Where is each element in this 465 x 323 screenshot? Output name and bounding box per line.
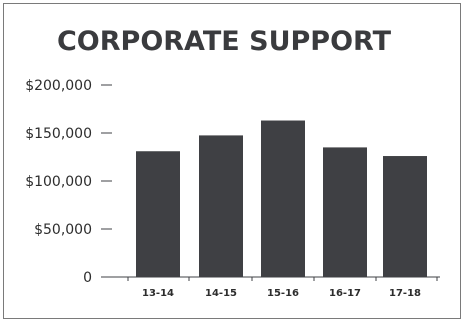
x-tick-label: 16-17 <box>329 288 361 299</box>
y-tick-label: $150,000 <box>25 126 92 142</box>
bar-14-15 <box>199 135 243 277</box>
bar-16-17 <box>323 147 367 277</box>
bar-17-18 <box>383 156 427 277</box>
y-tick-label: 0 <box>83 270 92 286</box>
bar-13-14 <box>136 151 180 277</box>
y-tick-label: $200,000 <box>25 78 92 94</box>
x-tick-label: 15-16 <box>267 288 299 299</box>
y-tick-label: $50,000 <box>34 222 92 238</box>
bars <box>136 120 427 278</box>
x-tick-label: 13-14 <box>142 288 174 299</box>
y-axis-ticks: 0 $50,000 $100,000 $150,000 $200,000 <box>25 78 112 286</box>
y-tick-label: $100,000 <box>25 174 92 190</box>
chart-title: CORPORATE SUPPORT <box>56 26 392 57</box>
bar-15-16 <box>261 120 305 278</box>
x-axis: 13-14 14-15 15-16 16-17 17-18 <box>101 276 440 299</box>
x-tick-label: 14-15 <box>205 288 237 299</box>
x-tick-label: 17-18 <box>389 288 421 299</box>
